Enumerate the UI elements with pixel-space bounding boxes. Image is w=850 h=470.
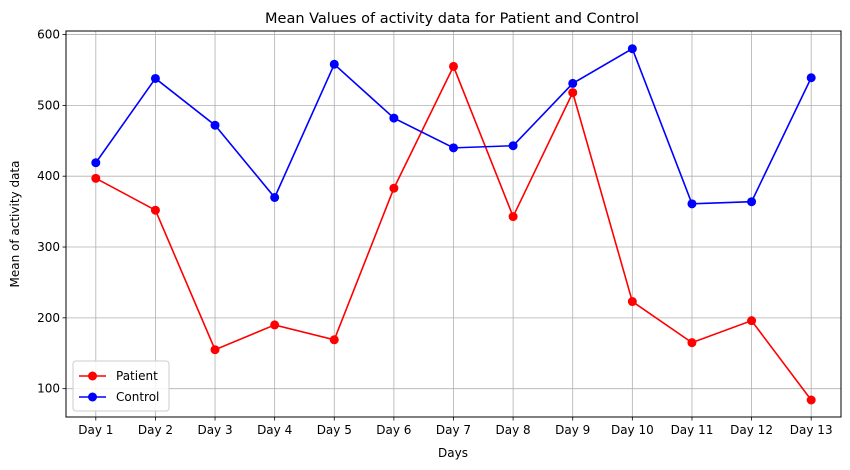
data-point-patient <box>389 183 399 193</box>
grid-lines <box>66 31 841 417</box>
legend-marker-patient <box>88 371 97 381</box>
data-point-patient <box>150 205 160 215</box>
x-axis-title: Days <box>438 446 468 460</box>
plot-series <box>91 44 816 405</box>
legend-label-patient: Patient <box>116 369 158 383</box>
legend: Patient Control <box>72 360 170 412</box>
x-tick-label: Day 10 <box>611 423 654 437</box>
data-point-patient <box>687 338 697 348</box>
data-point-control <box>329 59 339 69</box>
legend-box <box>72 360 170 412</box>
x-tick-label: Day 12 <box>730 423 773 437</box>
y-tick-label: 500 <box>37 98 60 112</box>
y-tick-label: 600 <box>37 28 60 42</box>
data-point-control <box>568 78 578 88</box>
legend-marker-control <box>88 392 97 402</box>
x-tick-label: Day 7 <box>436 423 471 437</box>
data-point-patient <box>449 61 458 71</box>
data-point-control <box>150 73 160 83</box>
data-point-control <box>627 44 637 54</box>
x-tick-label: Day 2 <box>138 423 173 437</box>
data-point-patient <box>627 297 637 307</box>
x-tick-label: Day 4 <box>257 423 292 437</box>
data-point-control <box>449 143 458 153</box>
x-tick-label: Day 5 <box>317 423 352 437</box>
data-point-patient <box>568 88 578 98</box>
data-point-patient <box>508 212 518 222</box>
data-point-control <box>270 192 280 202</box>
y-tick-label: 300 <box>37 240 60 254</box>
data-point-patient <box>270 320 280 330</box>
data-point-control <box>91 158 101 168</box>
x-tick-label: Day 13 <box>790 423 833 437</box>
data-point-patient <box>329 335 339 345</box>
data-point-patient <box>806 395 816 405</box>
x-tick-label: Day 9 <box>555 423 590 437</box>
x-tick-label: Day 8 <box>496 423 531 437</box>
data-point-control <box>687 199 697 209</box>
data-point-control <box>747 197 757 207</box>
data-point-control <box>508 141 518 151</box>
axis-ticks: Day 1 Day 2 Day 3 Day 4 Day 5 Day 6 Day 7 Day 8… <box>37 28 832 437</box>
x-tick-label: Day 6 <box>376 423 411 437</box>
x-tick-label: Day 1 <box>78 423 113 437</box>
data-point-patient <box>91 173 101 183</box>
y-axis-title: Mean of activity data <box>8 161 22 288</box>
data-point-patient <box>210 345 220 355</box>
data-point-control <box>806 73 816 83</box>
y-tick-label: 400 <box>37 169 60 183</box>
data-point-control <box>210 120 220 130</box>
legend-label-control: Control <box>116 390 159 404</box>
y-tick-label: 100 <box>37 382 60 396</box>
x-tick-label: Day 3 <box>197 423 232 437</box>
chart-title: Mean Values of activity data for Patient… <box>265 11 639 27</box>
y-tick-label: 200 <box>37 311 60 325</box>
data-point-patient <box>747 316 757 326</box>
data-point-control <box>389 113 399 123</box>
x-tick-label: Day 11 <box>671 423 714 437</box>
